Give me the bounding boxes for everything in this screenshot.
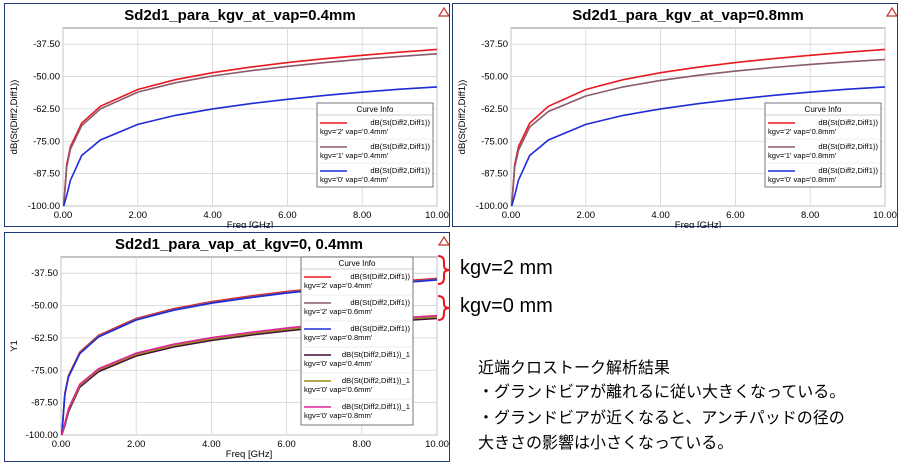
legend-label: dB(St(Diff2,Diff1))	[370, 166, 430, 175]
legend-sublabel: kgv='2' vap='0.8mm'	[768, 127, 837, 136]
x-tick-label: 10.00	[425, 210, 449, 221]
legend-sublabel: kgv='0' vap='0.8mm'	[768, 175, 837, 184]
chart-1: Sd2d1_para_kgv_at_vap=0.4mm -37.50 -50.00 -…	[9, 6, 451, 228]
x-tick-label: 8.00	[801, 210, 820, 221]
legend-label: dB(St(Diff2,Diff1))	[818, 142, 878, 151]
legend-sublabel: kgv='2' vap='0.6mm'	[304, 307, 373, 316]
legend-label: dB(St(Diff2,Diff1))	[818, 118, 878, 127]
x-tick-label: 0.00	[54, 210, 73, 221]
legend-sublabel: kgv='1' vap='0.4mm'	[320, 151, 389, 160]
y-tick-label: -100.00	[28, 201, 60, 212]
ansoft-a-icon	[437, 235, 451, 246]
legend-sublabel: kgv='0' vap='0.4mm'	[304, 359, 373, 368]
chart-title: Sd2d1_para_kgv_at_vap=0.4mm	[124, 7, 355, 24]
y-tick-label: -75.00	[33, 136, 60, 147]
note-line-3: 大きさの影響は小さくなっている。	[478, 433, 734, 452]
x-tick-label: 8.00	[353, 439, 372, 450]
y-tick-label: -87.50	[33, 169, 60, 180]
series-line-3	[62, 86, 438, 207]
y-tick-label: -100.00	[26, 430, 58, 441]
y-axis-label: dB(St(Diff2,Diff1))	[457, 80, 468, 155]
y-axis-label: Y1	[9, 340, 20, 352]
y-tick-label: -50.00	[33, 72, 60, 83]
y-tick-label: -75.00	[481, 136, 508, 147]
series-line-2	[62, 53, 438, 207]
x-tick-label: 8.00	[353, 210, 372, 221]
chart-3: Sd2d1_para_vap_at_kgv=0, 0.4mm -37.50 -50.…	[9, 235, 451, 460]
y-tick-label: -37.50	[31, 268, 58, 279]
legend-label: dB(St(Diff2,Diff1))_1	[342, 350, 410, 359]
legend-label: dB(St(Diff2,Diff1))	[370, 118, 430, 127]
legend-label: dB(St(Diff2,Diff1))	[370, 142, 430, 151]
x-tick-label: 0.00	[502, 210, 521, 221]
series-line-2	[510, 58, 886, 207]
chart-title: Sd2d1_para_kgv_at_vap=0.8mm	[572, 7, 803, 24]
note-line-1: ・グランドビアが離れるに従い大きくなっている。	[478, 382, 846, 401]
legend-sublabel: kgv='2' vap='0.4mm'	[304, 281, 373, 290]
legend-sublabel: kgv='2' vap='0.8mm'	[304, 333, 373, 342]
x-tick-label: 4.00	[202, 439, 221, 450]
legend-sublabel: kgv='0' vap='0.4mm'	[320, 175, 389, 184]
x-axis-label: Freq [GHz]	[227, 220, 273, 228]
ansoft-a-icon	[885, 6, 899, 17]
legend-sublabel: kgv='1' vap='0.8mm'	[768, 151, 837, 160]
y-tick-label: -37.50	[33, 39, 60, 50]
x-tick-label: 2.00	[129, 210, 148, 221]
x-axis-label: Freq [GHz]	[675, 220, 721, 228]
y-tick-label: -50.00	[481, 72, 508, 83]
ansoft-a-icon	[437, 6, 451, 17]
legend-sublabel: kgv='0' vap='0.6mm'	[304, 385, 373, 394]
y-tick-label: -62.50	[481, 104, 508, 115]
x-tick-label: 2.00	[127, 439, 146, 450]
x-tick-label: 6.00	[726, 210, 745, 221]
chart-panel-3: Sd2d1_para_vap_at_kgv=0, 0.4mm -37.50 -50.…	[4, 232, 451, 462]
y-tick-label: -100.00	[476, 201, 508, 212]
legend-title: Curve Info	[805, 105, 842, 114]
y-tick-label: -50.00	[31, 301, 58, 312]
series-line-1	[62, 48, 438, 207]
x-axis-label: Freq [GHz]	[226, 449, 272, 460]
note-line-2: ・グランドビアが近くなると、アンチパッドの径の	[478, 408, 845, 427]
x-tick-label: 4.00	[203, 210, 222, 221]
y-tick-label: -87.50	[31, 398, 58, 409]
callout-kgv0: kgv=0 mm	[460, 295, 553, 317]
legend-box	[300, 256, 414, 426]
x-tick-label: 6.00	[277, 439, 296, 450]
note-title: 近端クロストーク解析結果	[478, 358, 671, 377]
chart-title: Sd2d1_para_vap_at_kgv=0, 0.4mm	[115, 236, 363, 253]
legend-label: dB(St(Diff2,Diff1))	[818, 166, 878, 175]
brace-kgv2	[437, 255, 451, 285]
legend-sublabel: kgv='0' vap='0.8mm'	[304, 411, 373, 420]
legend-label: dB(St(Diff2,Diff1))_1	[342, 376, 410, 385]
x-tick-label: 10.00	[873, 210, 897, 221]
chart-panel-1: Sd2d1_para_kgv_at_vap=0.4mm -37.50 -50.00 -…	[4, 3, 451, 228]
x-tick-label: 0.00	[52, 439, 71, 450]
y-tick-label: -62.50	[31, 333, 58, 344]
legend-label: dB(St(Diff2,Diff1))	[350, 324, 410, 333]
y-tick-label: -75.00	[31, 365, 58, 376]
callout-kgv2: kgv=2 mm	[460, 257, 553, 279]
legend-title: Curve Info	[357, 105, 394, 114]
legend-box	[316, 102, 434, 188]
y-axis-label: dB(St(Diff2,Diff1))	[9, 80, 20, 155]
x-tick-label: 6.00	[278, 210, 297, 221]
series-line-1	[510, 48, 886, 207]
legend-sublabel: kgv='2' vap='0.4mm'	[320, 127, 389, 136]
y-tick-label: -37.50	[481, 39, 508, 50]
x-tick-label: 4.00	[651, 210, 670, 221]
legend-label: dB(St(Diff2,Diff1))_1	[342, 402, 410, 411]
legend-title: Curve Info	[339, 259, 376, 268]
chart-2: Sd2d1_para_kgv_at_vap=0.8mm -37.50 -50.00 -…	[457, 6, 899, 228]
chart-panel-2: Sd2d1_para_kgv_at_vap=0.8mm -37.50 -50.00 -…	[452, 3, 899, 228]
legend-box	[764, 102, 882, 188]
x-tick-label: 2.00	[577, 210, 596, 221]
callout-braces	[437, 255, 451, 321]
series-line-3	[510, 86, 886, 207]
brace-kgv0	[437, 295, 451, 321]
legend-label: dB(St(Diff2,Diff1))	[350, 298, 410, 307]
legend-label: dB(St(Diff2,Diff1))	[350, 272, 410, 281]
y-tick-label: -62.50	[33, 104, 60, 115]
y-tick-label: -87.50	[481, 169, 508, 180]
x-tick-label: 10.00	[425, 439, 449, 450]
